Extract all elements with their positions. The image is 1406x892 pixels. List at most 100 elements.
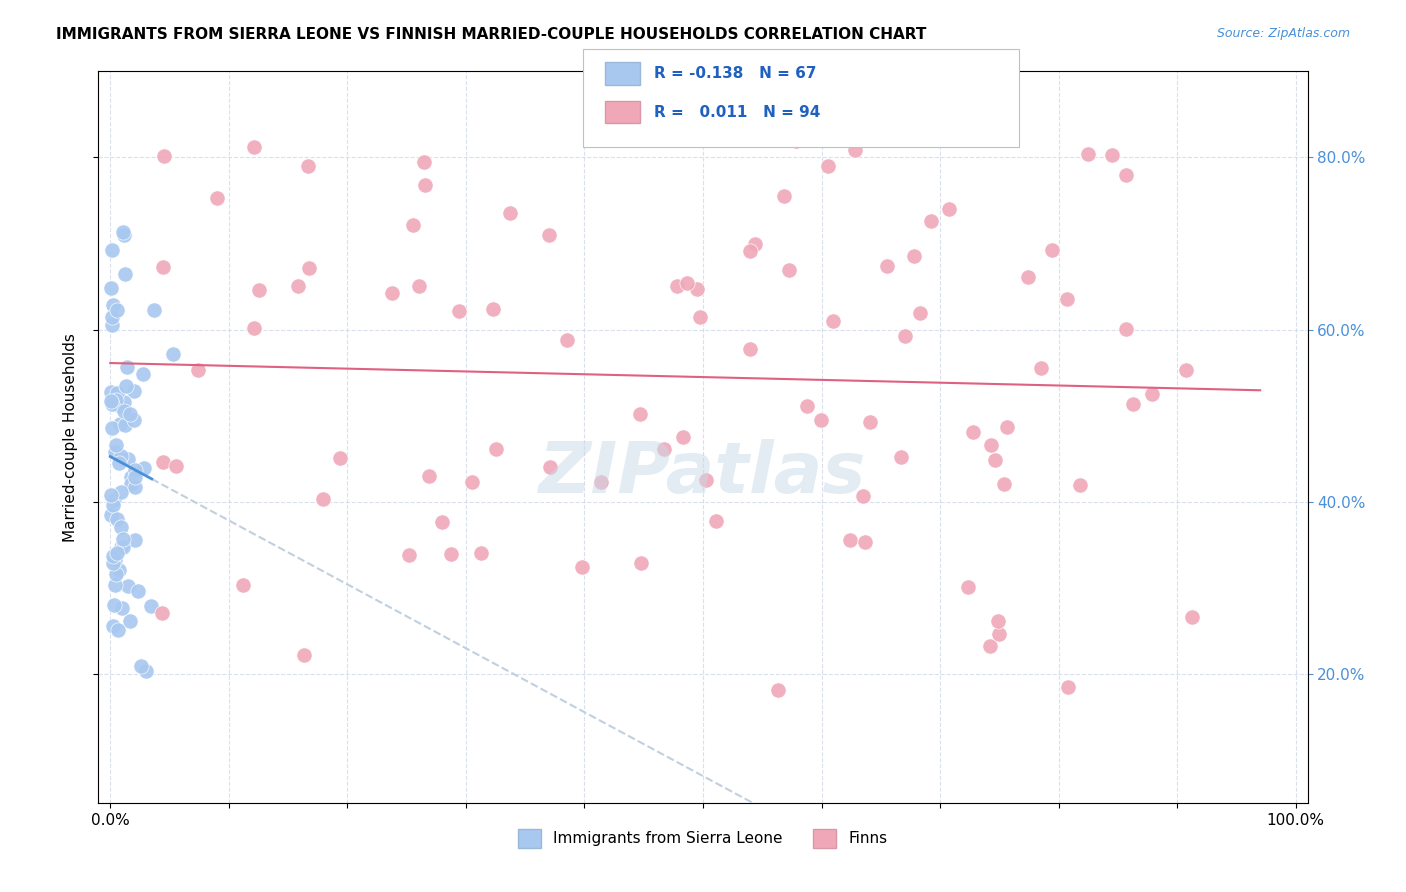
Point (100, 508, 122, 523)
Point (104, 553, 127, 567)
Point (114, 267, 136, 281)
Point (205, 191, 228, 205)
Text: IMMIGRANTS FROM SIERRA LEONE VS FINNISH MARRIED-COUPLE HOUSEHOLDS CORRELATION CH: IMMIGRANTS FROM SIERRA LEONE VS FINNISH … (56, 27, 927, 42)
Point (153, 149, 176, 163)
Point (766, 683, 789, 698)
Point (938, 202, 960, 216)
Point (108, 456, 131, 470)
Point (104, 566, 127, 581)
Point (993, 477, 1015, 491)
Point (844, 143, 866, 157)
Point (103, 298, 125, 312)
Point (773, 189, 796, 203)
Point (112, 228, 135, 243)
Point (110, 400, 132, 414)
Point (122, 384, 145, 399)
Point (115, 360, 138, 375)
Point (430, 515, 453, 529)
Point (485, 442, 508, 456)
Point (470, 546, 492, 560)
Point (672, 430, 695, 444)
Point (124, 470, 146, 484)
Point (853, 535, 876, 549)
Point (440, 547, 463, 561)
Point (100, 310, 122, 325)
Point (876, 259, 898, 273)
Point (105, 546, 128, 560)
Point (852, 489, 875, 503)
Point (115, 379, 138, 393)
Point (821, 133, 844, 147)
Point (101, 549, 124, 563)
Point (100, 394, 122, 409)
Point (1029, 360, 1052, 375)
Point (124, 533, 146, 548)
Point (980, 437, 1002, 451)
Point (105, 386, 128, 401)
Point (312, 492, 335, 507)
Point (141, 599, 163, 614)
Point (105, 437, 128, 451)
Text: Source: ZipAtlas.com: Source: ZipAtlas.com (1216, 27, 1350, 40)
Point (908, 305, 931, 319)
Point (984, 453, 1007, 467)
Point (1077, 147, 1099, 161)
Point (329, 451, 352, 466)
Point (1115, 168, 1137, 182)
Point (162, 347, 184, 361)
Point (1140, 387, 1163, 401)
Point (150, 606, 173, 620)
Point (1122, 397, 1144, 411)
Point (890, 450, 912, 465)
Point (1101, 147, 1123, 161)
Point (129, 658, 152, 673)
Point (482, 301, 505, 316)
Point (117, 452, 139, 467)
Point (103, 493, 125, 508)
Point (110, 485, 132, 500)
Point (124, 463, 146, 477)
Point (110, 449, 132, 463)
Point (591, 475, 613, 490)
Point (104, 445, 127, 459)
Point (1056, 293, 1078, 307)
Point (1069, 477, 1091, 491)
Point (117, 579, 139, 593)
Point (101, 397, 124, 411)
Point (408, 279, 430, 293)
Point (142, 302, 165, 317)
Point (152, 260, 174, 274)
Point (817, 159, 839, 173)
Point (104, 578, 127, 592)
Point (1040, 244, 1063, 258)
Point (859, 415, 882, 429)
Point (101, 619, 124, 633)
Point (555, 333, 578, 347)
Point (298, 261, 321, 276)
Point (823, 314, 845, 328)
Legend: Immigrants from Sierra Leone, Finns: Immigrants from Sierra Leone, Finns (512, 822, 894, 854)
Point (418, 469, 440, 483)
Point (112, 541, 135, 555)
Point (652, 442, 675, 456)
Point (979, 639, 1001, 653)
Point (105, 303, 128, 318)
Point (962, 425, 984, 439)
Point (120, 407, 142, 421)
Point (810, 413, 832, 427)
Point (134, 460, 156, 475)
Point (571, 560, 593, 574)
Point (132, 367, 155, 381)
Point (380, 286, 402, 301)
Point (665, 279, 688, 293)
Point (297, 159, 319, 173)
Point (100, 318, 122, 332)
Point (112, 404, 135, 418)
Point (105, 512, 128, 526)
Point (120, 477, 142, 491)
Point (152, 455, 174, 469)
Point (398, 549, 420, 563)
Point (1056, 680, 1078, 694)
Point (104, 393, 127, 408)
Point (187, 363, 209, 377)
